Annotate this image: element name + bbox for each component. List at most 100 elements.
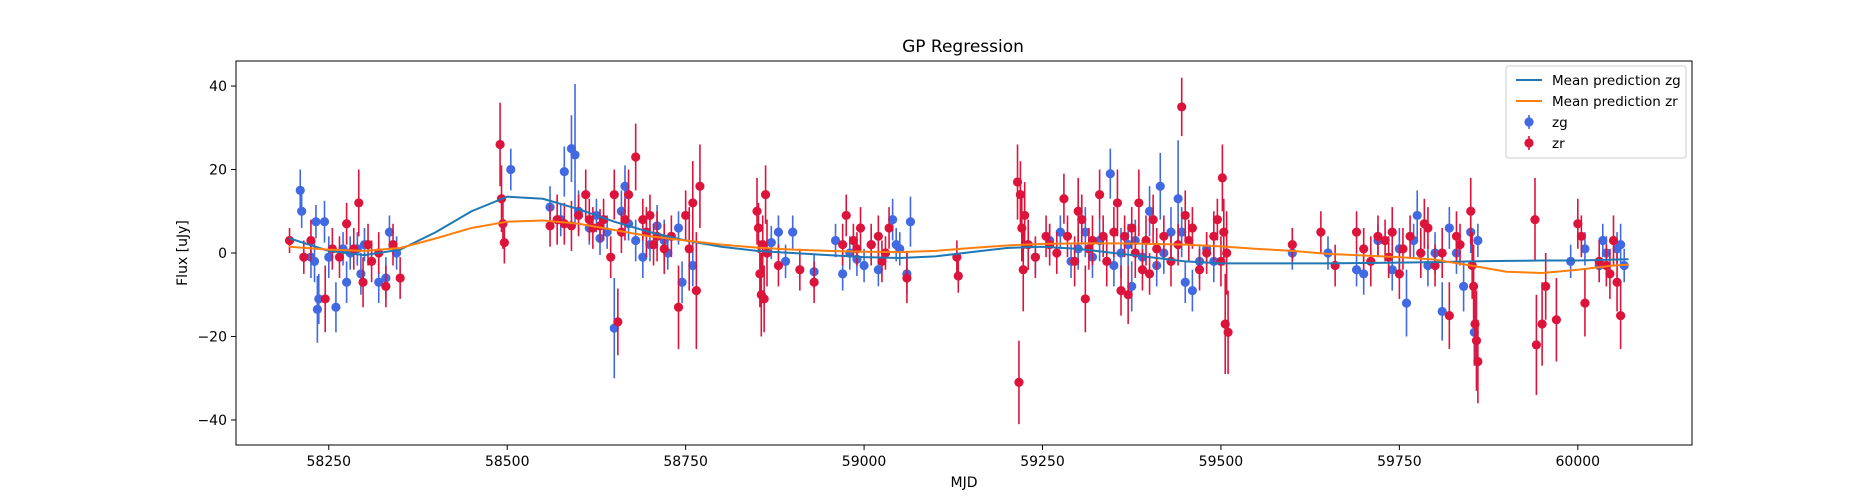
marker-zg (506, 164, 516, 175)
data-point-zr (606, 236, 616, 279)
data-point-zr (1217, 144, 1227, 212)
data-point-zr (1530, 177, 1540, 262)
marker-zr (1473, 356, 1483, 367)
x-tick-label: 59250 (1020, 454, 1065, 470)
marker-zr (1451, 231, 1462, 241)
legend-entry: Mean prediction zg (1516, 73, 1681, 89)
data-point-zr (1576, 215, 1586, 258)
data-point-zr (866, 223, 876, 266)
marker-zr (573, 210, 584, 221)
data-point-zr (320, 265, 330, 333)
marker-zg (859, 260, 869, 271)
data-point-zr (1387, 207, 1397, 258)
marker-zr (1531, 340, 1542, 350)
marker-zr (1137, 265, 1148, 275)
marker-zr (1014, 377, 1024, 387)
line-mean-prediction-zg (288, 195, 1629, 265)
x-axis: 58250 58500 58750 59000 59250 59500 59750 60000 (307, 445, 1600, 470)
marker-zr (1351, 227, 1362, 237)
marker-zr (623, 189, 634, 200)
marker-zr (1095, 189, 1105, 200)
marker-zr (1070, 256, 1080, 266)
data-point-zr (1180, 190, 1190, 241)
marker-zr (1608, 235, 1619, 246)
data-point-zr (367, 240, 377, 283)
data-point-zr (1616, 282, 1626, 349)
marker-zr (691, 285, 701, 296)
data-point-zr (1605, 248, 1615, 299)
y-tick-label: −40 (197, 413, 227, 429)
marker-zg (1580, 244, 1590, 254)
data-point-zr (388, 223, 398, 266)
marker-zr (1380, 235, 1390, 246)
marker-zg (1173, 194, 1183, 204)
x-tick-label: 58500 (485, 454, 530, 470)
series-zr (284, 77, 1626, 425)
y-tick-label: 0 (218, 246, 227, 262)
marker-zr (1080, 294, 1090, 304)
data-point-zr (1351, 211, 1362, 253)
data-point-zg (1180, 261, 1190, 304)
marker-zr (1209, 231, 1219, 241)
data-point-zr (358, 257, 368, 308)
marker-zr (320, 294, 330, 304)
data-point-zr (752, 177, 762, 245)
data-point-zr (1080, 265, 1090, 333)
marker-zg (312, 304, 322, 314)
data-point-zg (773, 215, 784, 249)
marker-zg (324, 252, 334, 262)
x-axis-label: MJD (951, 475, 978, 491)
data-point-zr (1014, 340, 1024, 425)
x-tick-label: 58750 (663, 454, 708, 470)
marker-zr (1177, 102, 1187, 112)
marker-zr (1202, 248, 1212, 258)
marker-zg (830, 235, 841, 246)
marker-zg (1144, 206, 1155, 216)
marker-zr (638, 215, 648, 225)
marker-zg (838, 269, 848, 279)
marker-zr (1469, 281, 1479, 291)
legend-entry: zg (1524, 115, 1568, 131)
data-point-zr (1144, 253, 1155, 295)
data-point-zg (1459, 261, 1469, 312)
marker-zr (1573, 219, 1583, 229)
marker-zg (873, 265, 883, 275)
marker-zr (1015, 189, 1025, 200)
data-point-zr (1455, 223, 1465, 266)
data-point-zr (809, 261, 819, 304)
data-point-zr (1134, 169, 1144, 237)
data-point-zr (1608, 215, 1619, 266)
data-point-zr (1202, 232, 1212, 274)
marker-zr (695, 181, 705, 191)
marker-zr (773, 260, 784, 271)
y-tick-label: 40 (209, 79, 227, 95)
data-point-zr (1070, 236, 1080, 287)
y-axis-label: Flux [uJy] (175, 220, 191, 286)
data-point-zr (1612, 253, 1622, 312)
data-point-zr (1473, 319, 1483, 404)
data-point-zg (1105, 148, 1115, 199)
data-point-zr (877, 240, 887, 283)
data-point-zg (1412, 190, 1422, 241)
marker-zg (1105, 169, 1115, 179)
data-point-zr (1366, 236, 1376, 287)
data-point-zr (613, 288, 623, 356)
marker-zg (331, 302, 341, 312)
marker-zr (1144, 269, 1155, 279)
marker-zr (855, 223, 866, 233)
data-point-zg (677, 261, 687, 304)
data-point-zr (1148, 194, 1158, 245)
data-point-zr (495, 102, 505, 187)
data-point-zr (673, 265, 684, 349)
marker-zr (1166, 256, 1176, 266)
data-point-zr (1177, 77, 1187, 137)
marker-zr (1180, 210, 1190, 221)
marker-zr (545, 221, 555, 231)
marker-zr (841, 210, 851, 221)
marker-zr (902, 273, 912, 283)
marker-zg (631, 235, 641, 246)
data-point-zr (499, 221, 509, 264)
marker-zr (759, 294, 769, 304)
marker-zr (613, 317, 623, 327)
data-point-zg (324, 236, 334, 279)
